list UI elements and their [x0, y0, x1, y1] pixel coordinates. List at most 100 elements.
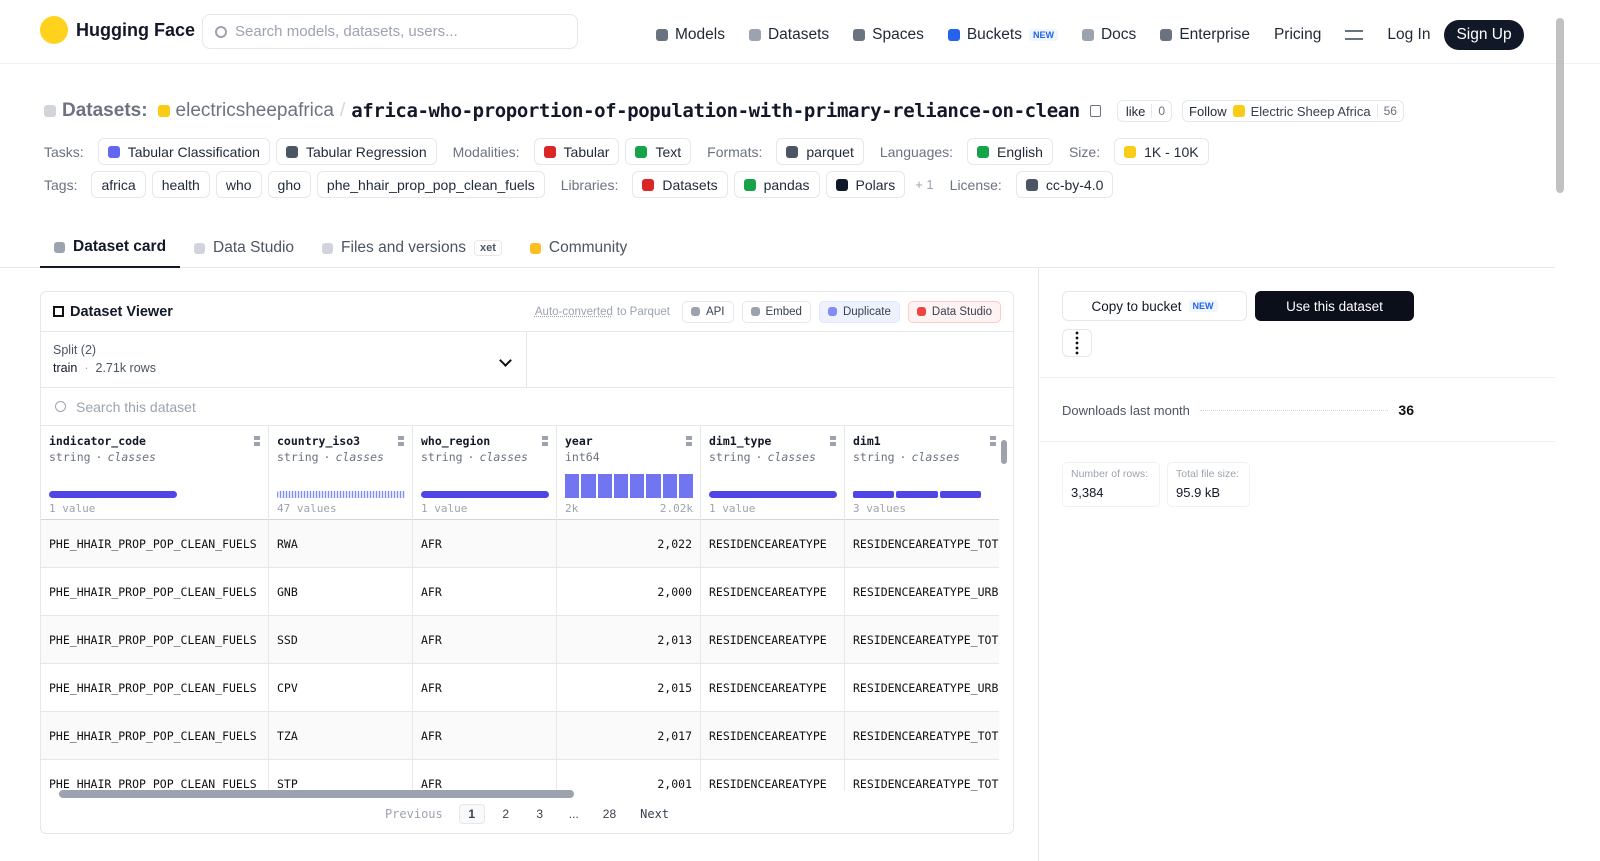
- type-separator: ·: [899, 450, 907, 464]
- meta-chip[interactable]: health: [151, 171, 210, 198]
- sort-icon[interactable]: [398, 436, 404, 446]
- nav-link[interactable]: Docs: [1081, 26, 1137, 44]
- next[interactable]: Next: [640, 807, 670, 821]
- nav-link-text: Datasets: [767, 26, 830, 43]
- button-text: Duplicate: [842, 305, 891, 318]
- nav-link[interactable]: Datasets: [748, 26, 830, 44]
- nav-link-text: Docs: [1100, 26, 1137, 43]
- chip-text: Tabular Regression: [305, 143, 427, 160]
- meta-chip[interactable]: English: [967, 138, 1053, 165]
- viewer-icon: [53, 306, 64, 317]
- table-cell: RESIDENCEAREATYPE: [701, 664, 845, 712]
- page-number[interactable]: 28: [602, 807, 617, 821]
- use-dataset[interactable]: Use this dataset: [1255, 291, 1414, 321]
- page-number[interactable]: 1: [458, 804, 485, 824]
- type-separator: ·: [95, 450, 103, 464]
- column-histogram: [421, 472, 549, 498]
- meta-chip[interactable]: parquet: [776, 138, 864, 165]
- follow-button[interactable]: Follow Electric Sheep Africa 56: [1182, 100, 1404, 122]
- copy-to-bucket[interactable]: Copy to bucket NEW: [1062, 291, 1247, 321]
- table-row[interactable]: PHE_HHAIR_PROP_POP_CLEAN_FUELS RWA AFR 2,02…: [41, 520, 999, 568]
- table-row[interactable]: PHE_HHAIR_PROP_POP_CLEAN_FUELS GNB AFR 2,00…: [41, 568, 999, 616]
- sort-icon[interactable]: [542, 436, 548, 446]
- table-cell: AFR: [413, 568, 557, 616]
- meta-chip[interactable]: pandas: [733, 171, 820, 198]
- column-histogram: [853, 472, 981, 498]
- previous[interactable]: Previous: [384, 807, 443, 821]
- nav-link[interactable]: Spaces: [853, 26, 924, 44]
- meta-chip[interactable]: gho: [267, 171, 311, 198]
- viewer-button[interactable]: Data Studio: [907, 300, 1001, 323]
- split-selector[interactable]: Split (2) train · 2.71k rows: [41, 332, 527, 388]
- column-name: country_iso3: [277, 434, 361, 448]
- meta-chip[interactable]: Tabular Classification: [97, 138, 270, 165]
- top-nav: Hugging Face Search models, datasets, use…: [0, 0, 1600, 64]
- type-separator: ·: [467, 450, 475, 464]
- tab[interactable]: Files and versions xet: [308, 228, 516, 268]
- table-cell: AFR: [413, 760, 557, 791]
- meta-chip[interactable]: africa: [91, 171, 146, 198]
- brand[interactable]: Hugging Face: [40, 16, 195, 44]
- sort-icon[interactable]: [686, 436, 692, 446]
- page-number[interactable]: 2: [502, 807, 510, 821]
- meta-chip[interactable]: Tabular Regression: [275, 138, 437, 165]
- meta-chip[interactable]: 1K - 10K: [1114, 138, 1209, 165]
- table-cell: TZA: [269, 712, 413, 760]
- table-cell: 2,017: [557, 712, 701, 760]
- chip-icon: [543, 145, 556, 158]
- table-row[interactable]: PHE_HHAIR_PROP_POP_CLEAN_FUELS CPV AFR 2,01…: [41, 664, 999, 712]
- signup[interactable]: Sign Up: [1444, 20, 1524, 50]
- tab[interactable]: Data Studio: [180, 228, 308, 268]
- auto-converted[interactable]: Auto-converted: [534, 305, 613, 318]
- tab[interactable]: Dataset card: [40, 228, 181, 268]
- split-filler: [527, 332, 1013, 388]
- meta-row: Tasks: Tabular Classification Tabular Regr…: [44, 138, 1209, 165]
- prefix: Datasets:: [62, 100, 148, 121]
- column-name: dim1: [853, 434, 881, 448]
- sort-icon[interactable]: [990, 436, 996, 446]
- meta-chip[interactable]: cc-by-4.0: [1015, 171, 1114, 198]
- page-number[interactable]: 3: [536, 807, 544, 821]
- meta-label: License:: [949, 176, 1002, 193]
- stat: 47 values: [277, 502, 337, 515]
- nav-link[interactable]: Buckets NEW: [947, 26, 1058, 44]
- table-row[interactable]: PHE_HHAIR_PROP_POP_CLEAN_FUELS SSD AFR 2,01…: [41, 616, 999, 664]
- stat: 1 value: [49, 502, 96, 515]
- histogram-bar: [597, 474, 612, 498]
- table-row[interactable]: PHE_HHAIR_PROP_POP_CLEAN_FUELS STP AFR 2,00…: [41, 760, 999, 791]
- owner[interactable]: electricsheepafrica: [175, 100, 334, 121]
- table-row[interactable]: PHE_HHAIR_PROP_POP_CLEAN_FUELS TZA AFR 2,01…: [41, 712, 999, 760]
- stat-value: 3,384: [1071, 485, 1104, 500]
- meta-chip[interactable]: phe_hhair_prop_pop_clean_fuels: [316, 171, 545, 198]
- login[interactable]: Log In: [1387, 26, 1431, 43]
- meta-chip[interactable]: Tabular: [533, 138, 620, 165]
- meta-chip[interactable]: Polars: [825, 171, 906, 198]
- more-count: + 1: [915, 177, 934, 192]
- meta-chip[interactable]: who: [215, 171, 262, 198]
- viewer-button[interactable]: Embed: [741, 300, 811, 323]
- table-cell: STP: [269, 760, 413, 791]
- chip-text: health: [161, 176, 200, 193]
- viewer-button[interactable]: Duplicate: [818, 300, 900, 323]
- table-cell: GNB: [269, 568, 413, 616]
- nav-link[interactable]: Models: [656, 26, 725, 44]
- meta-chip[interactable]: Text: [625, 138, 692, 165]
- meta-chip[interactable]: Datasets: [632, 171, 728, 198]
- search-box[interactable]: Search models, datasets, users...: [202, 14, 578, 49]
- page-number[interactable]: ...: [568, 807, 579, 821]
- meta-label: Formats:: [707, 143, 763, 160]
- dataset-search[interactable]: Search this dataset: [41, 388, 1013, 426]
- histogram-bar: [565, 474, 580, 498]
- menu-icon[interactable]: [1345, 30, 1364, 40]
- copy-icon[interactable]: [1089, 105, 1101, 117]
- like-button[interactable]: like 0: [1116, 100, 1173, 122]
- nav-link[interactable]: Enterprise: [1160, 26, 1250, 44]
- viewer-button[interactable]: API: [681, 300, 734, 323]
- sort-icon[interactable]: [254, 436, 260, 446]
- sort-icon[interactable]: [830, 436, 836, 446]
- tab[interactable]: Community: [516, 228, 641, 268]
- more-options[interactable]: [1062, 329, 1092, 357]
- viewer-header: Dataset Viewer Auto-converted to Parquet AP…: [41, 292, 1013, 332]
- nav-link[interactable]: Pricing: [1274, 26, 1321, 44]
- chip-text: Tabular: [563, 143, 610, 160]
